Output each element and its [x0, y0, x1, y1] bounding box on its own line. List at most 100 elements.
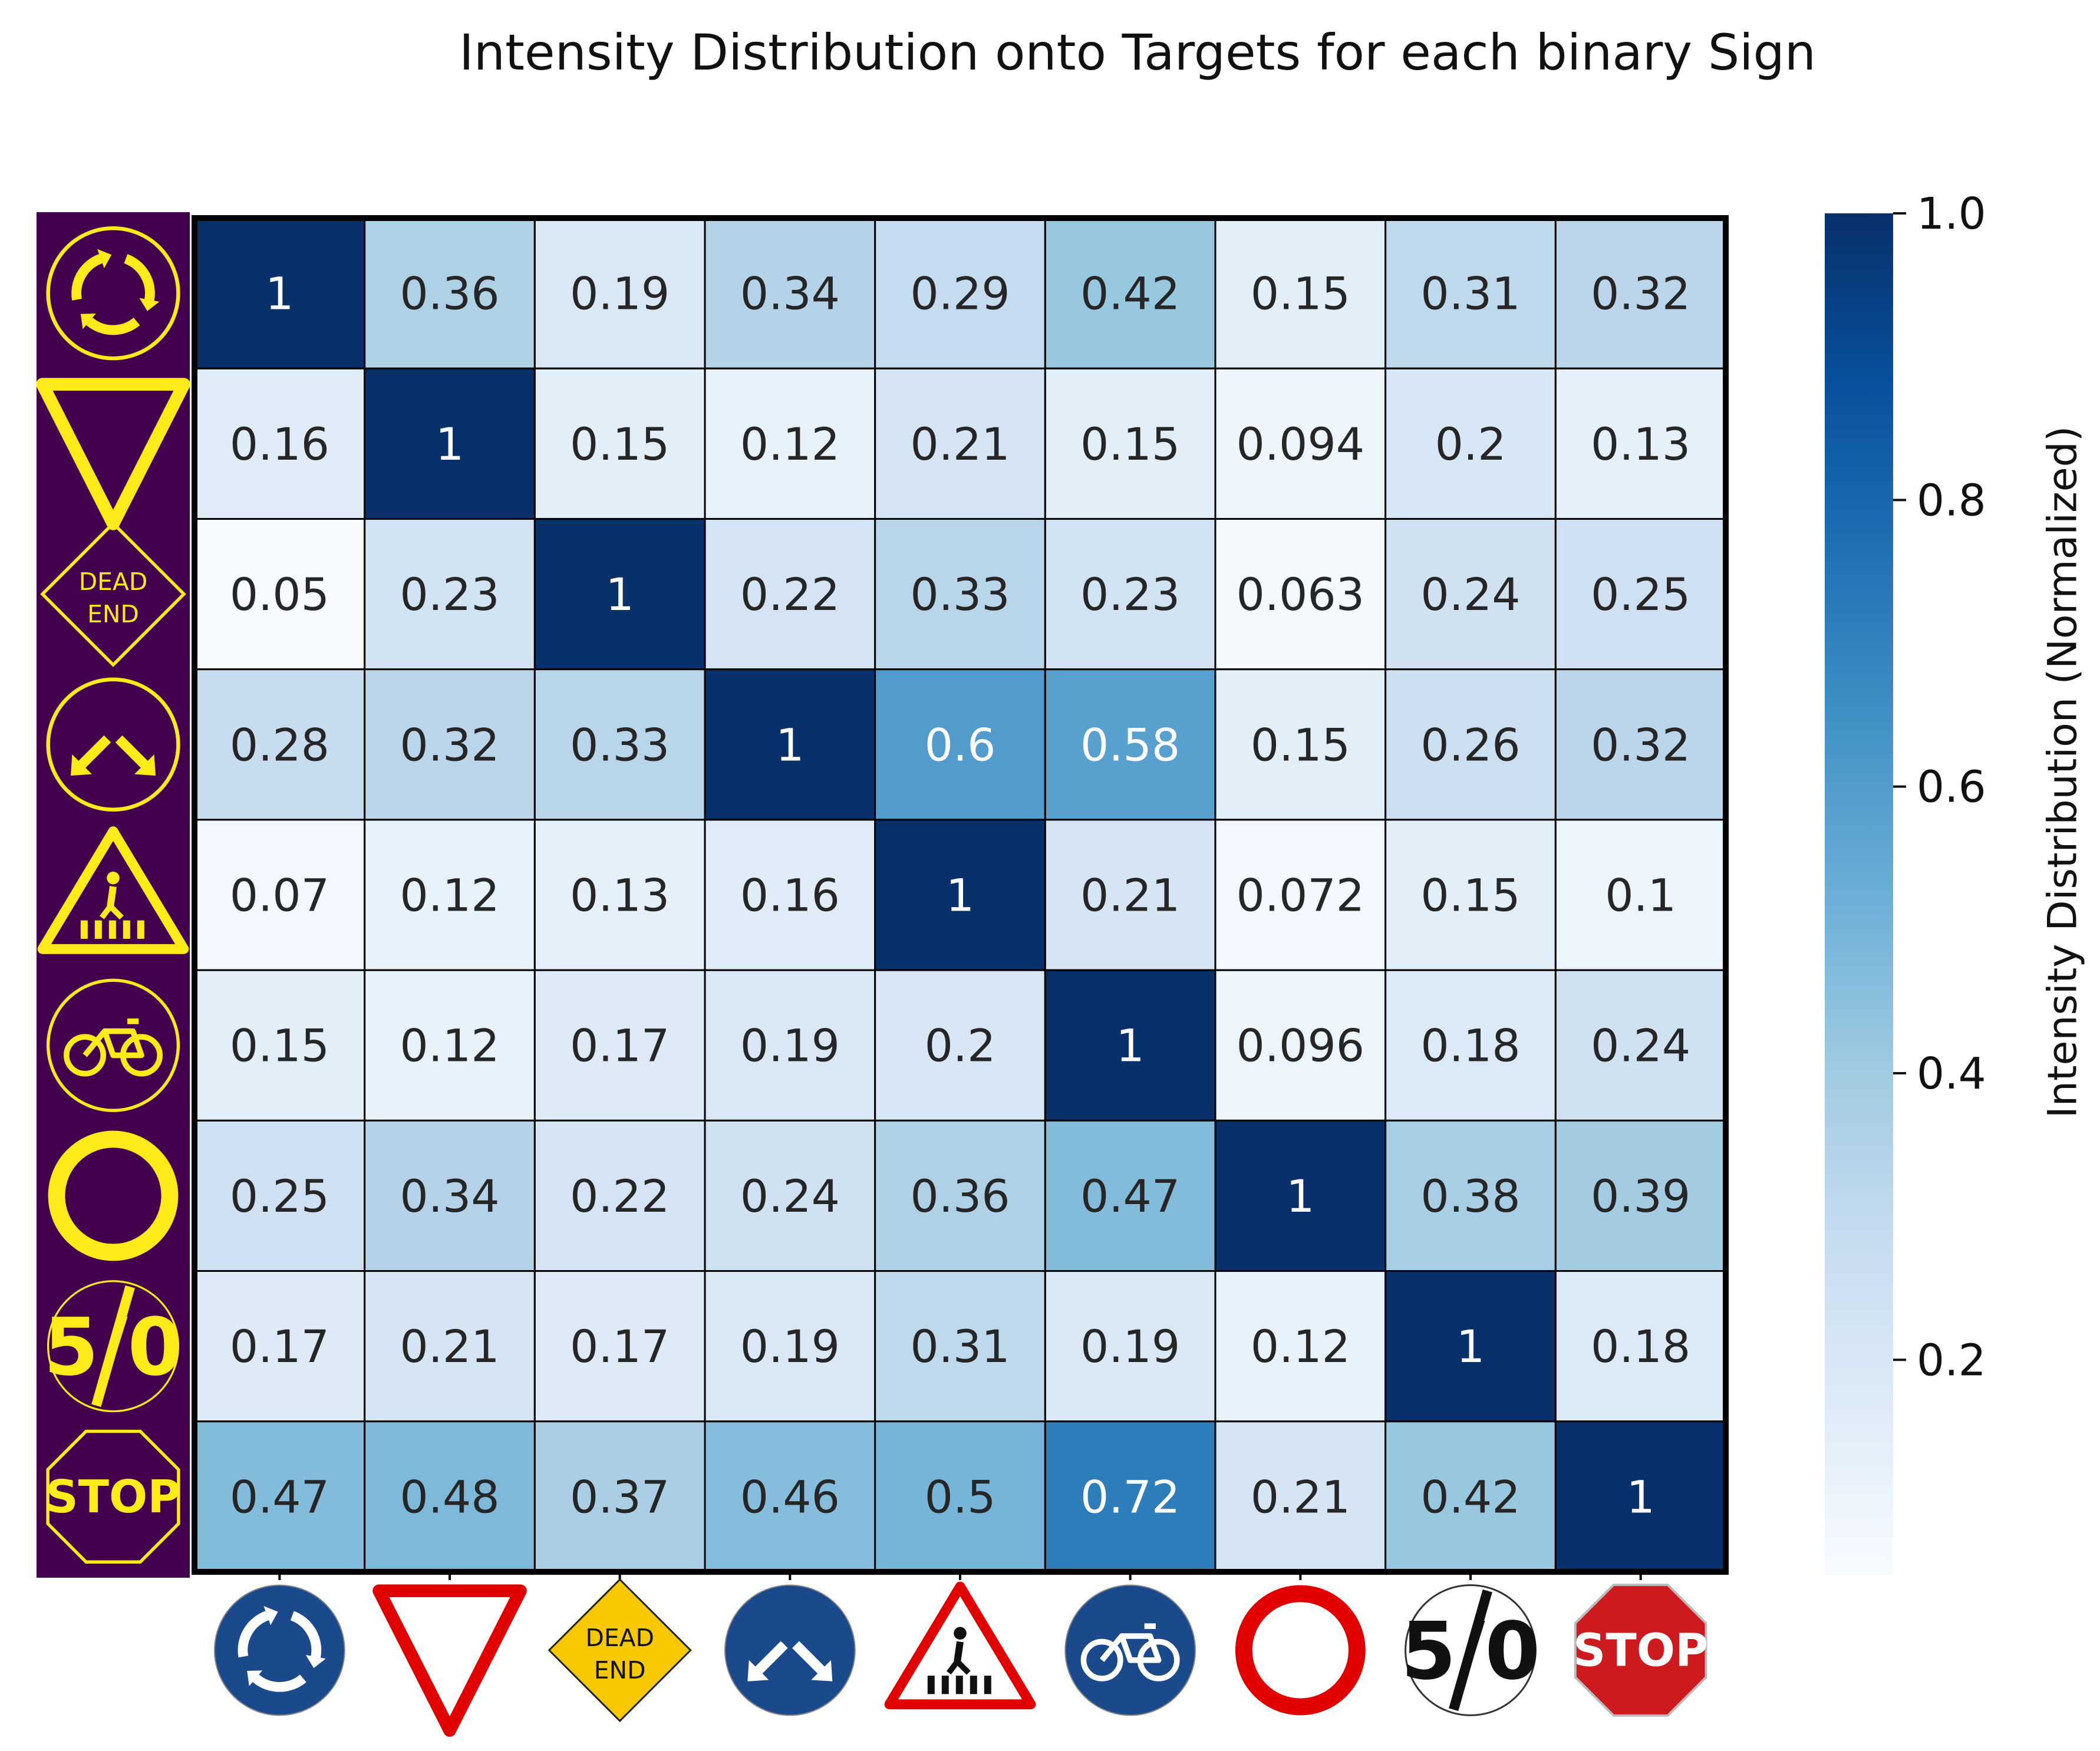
data-label: 0.18 [1420, 1020, 1520, 1072]
no-vehicles-icon [48, 1130, 179, 1261]
heatmap-cells [192, 215, 1729, 1580]
data-label: 0.33 [570, 718, 670, 771]
pass-either-side-icon [46, 677, 180, 812]
heatmap-value-labels: 1 0.36 0.19 0.34 0.29 0.42 0.15 0.31 0.32 0.16 1 0.… [230, 268, 1691, 1524]
data-label: 0.33 [910, 568, 1010, 621]
data-label: 0.16 [740, 869, 840, 922]
stop-text: STOP [45, 1471, 180, 1524]
data-label: 1 [776, 718, 804, 771]
target-sign-6 [1235, 1585, 1366, 1716]
data-label: 0.24 [1420, 568, 1520, 621]
arrow-head [747, 1660, 769, 1681]
heatmap-cell [704, 1270, 876, 1423]
heatmap-cell [533, 217, 706, 370]
heatmap-cell [1214, 969, 1387, 1122]
pedestrian-body [107, 886, 117, 907]
data-label: 0.36 [910, 1170, 1010, 1222]
binary-sign-panel: DEAD END 5/0 STOP [36, 212, 190, 1578]
data-label: 0.072 [1237, 869, 1365, 922]
heatmap-cell [874, 969, 1046, 1122]
data-label: 1 [1626, 1470, 1654, 1523]
colorbar: 0.2 0.4 0.6 0.8 1.0 [1825, 189, 1986, 1575]
heatmap-cell [1044, 1270, 1217, 1423]
heatmap-cell [364, 367, 536, 520]
data-label: 0.21 [1080, 869, 1180, 922]
heatmap-cell [364, 1420, 536, 1573]
target-sign-8: STOP [1573, 1584, 1708, 1717]
binary-sign-2: DEAD END [40, 521, 186, 667]
dead-end-icon [40, 521, 186, 667]
data-label: 0.6 [925, 718, 996, 771]
heatmap-cell [704, 367, 876, 520]
heatmap-cell [1384, 217, 1557, 370]
data-label: 0.23 [1080, 568, 1180, 621]
data-label: 0.26 [1420, 718, 1520, 771]
data-label: 0.48 [400, 1470, 499, 1523]
data-label: 0.42 [1420, 1470, 1520, 1523]
heatmap-cell [193, 668, 366, 821]
data-label: 1 [436, 418, 464, 470]
data-label: 0.34 [740, 268, 840, 320]
colorbar-label: Intensity Distribution (Normalized) [2039, 426, 2086, 1119]
data-label: 0.15 [230, 1020, 329, 1072]
heatmap-cell [533, 1420, 706, 1573]
data-label: 0.15 [1420, 869, 1520, 922]
data-label: 0.18 [1591, 1320, 1690, 1373]
pedestrian-leg [955, 1659, 971, 1675]
data-label: 0.063 [1237, 568, 1365, 621]
data-label: 1 [265, 268, 294, 320]
data-label: 0.42 [1080, 268, 1180, 320]
data-label: 0.17 [570, 1020, 670, 1072]
arrow-shaft [751, 1641, 788, 1678]
data-label: 1 [1456, 1320, 1485, 1373]
heatmap-cell [1044, 969, 1217, 1122]
data-label: 0.32 [1591, 718, 1690, 771]
data-label: 0.25 [230, 1170, 329, 1222]
data-label: 0.46 [740, 1470, 840, 1523]
heatmap-cell [874, 217, 1046, 370]
heatmap-cell [1554, 517, 1727, 671]
data-label: 1 [1286, 1170, 1314, 1222]
bicycle-wheel [64, 1034, 107, 1077]
data-label: 1 [946, 869, 974, 922]
data-label: 0.12 [1251, 1320, 1350, 1373]
bicycle-icon [1064, 1584, 1196, 1716]
heatmap-cell [1214, 819, 1387, 971]
data-label: 0.17 [230, 1320, 329, 1373]
target-sign-icons: DEAD END 5/0 STOP [213, 1578, 1708, 1737]
data-label: 0.15 [1080, 418, 1180, 470]
target-sign-3 [724, 1584, 856, 1716]
heatmap-cell [1044, 668, 1217, 821]
speed-limit-end-icon [47, 1280, 180, 1413]
target-sign-5 [1064, 1584, 1196, 1716]
colorbar-tick-label: 0.2 [1917, 1335, 1986, 1386]
yield-icon [372, 1584, 527, 1737]
data-label: 0.37 [570, 1470, 670, 1523]
heatmap-cell [704, 1119, 876, 1272]
binary-sign-3 [46, 677, 180, 812]
heatmap-cell [193, 819, 366, 971]
heatmap-cell [1384, 668, 1557, 821]
heatmap-cell [704, 668, 876, 821]
crosswalk-stripe [80, 920, 88, 939]
arrow-arc [238, 1611, 269, 1658]
data-label: 0.19 [1080, 1320, 1180, 1373]
data-label: 0.16 [230, 418, 329, 470]
binary-sign-7: 5/0 [44, 1280, 183, 1413]
data-label: 0.12 [400, 869, 499, 922]
data-label: 0.24 [1591, 1020, 1690, 1072]
heatmap-cell [193, 969, 366, 1122]
pedestrian-leg [108, 904, 124, 920]
arrow-shaft [115, 735, 152, 773]
data-label: 0.21 [1251, 1470, 1350, 1523]
stop-icon [46, 1429, 180, 1564]
heatmap-cell [1044, 1420, 1217, 1573]
arrow-head [305, 1655, 326, 1668]
data-label: 0.38 [1420, 1170, 1520, 1222]
data-label: 0.12 [400, 1020, 499, 1072]
target-sign-0 [213, 1584, 345, 1716]
binary-sign-5 [46, 978, 180, 1112]
data-label: 0.31 [910, 1320, 1010, 1373]
heatmap-cell [1384, 367, 1557, 520]
